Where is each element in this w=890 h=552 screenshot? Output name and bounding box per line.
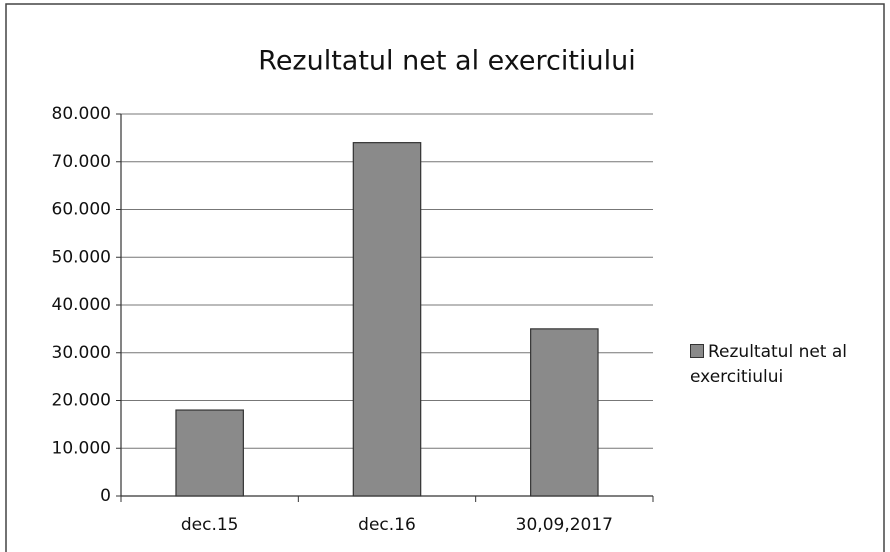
- chart-frame: [5, 3, 885, 552]
- x-tick-label: 30,09,2017: [516, 515, 613, 535]
- chart-title: Rezultatul net al exercitiului: [258, 46, 635, 77]
- bar: [175, 409, 244, 497]
- y-tick-label: 50.000: [52, 247, 111, 267]
- y-tick-label: 80.000: [52, 104, 111, 124]
- y-tick-label: 0: [100, 486, 111, 506]
- legend-swatch: [690, 344, 704, 358]
- y-tick-label: 70.000: [52, 152, 111, 172]
- legend: Rezultatul net al exercitiului: [690, 340, 875, 390]
- bar: [530, 328, 599, 497]
- bar: [352, 142, 422, 497]
- y-tick-label: 30.000: [52, 343, 111, 363]
- y-tick-label: 20.000: [52, 391, 111, 411]
- x-tick-label: dec.15: [181, 515, 239, 535]
- y-tick-label: 40.000: [52, 295, 111, 315]
- y-tick-label: 60.000: [52, 200, 111, 220]
- x-tick-label: dec.16: [358, 515, 416, 535]
- y-tick-label: 10.000: [52, 438, 111, 458]
- legend-label: Rezultatul net al exercitiului: [690, 342, 848, 387]
